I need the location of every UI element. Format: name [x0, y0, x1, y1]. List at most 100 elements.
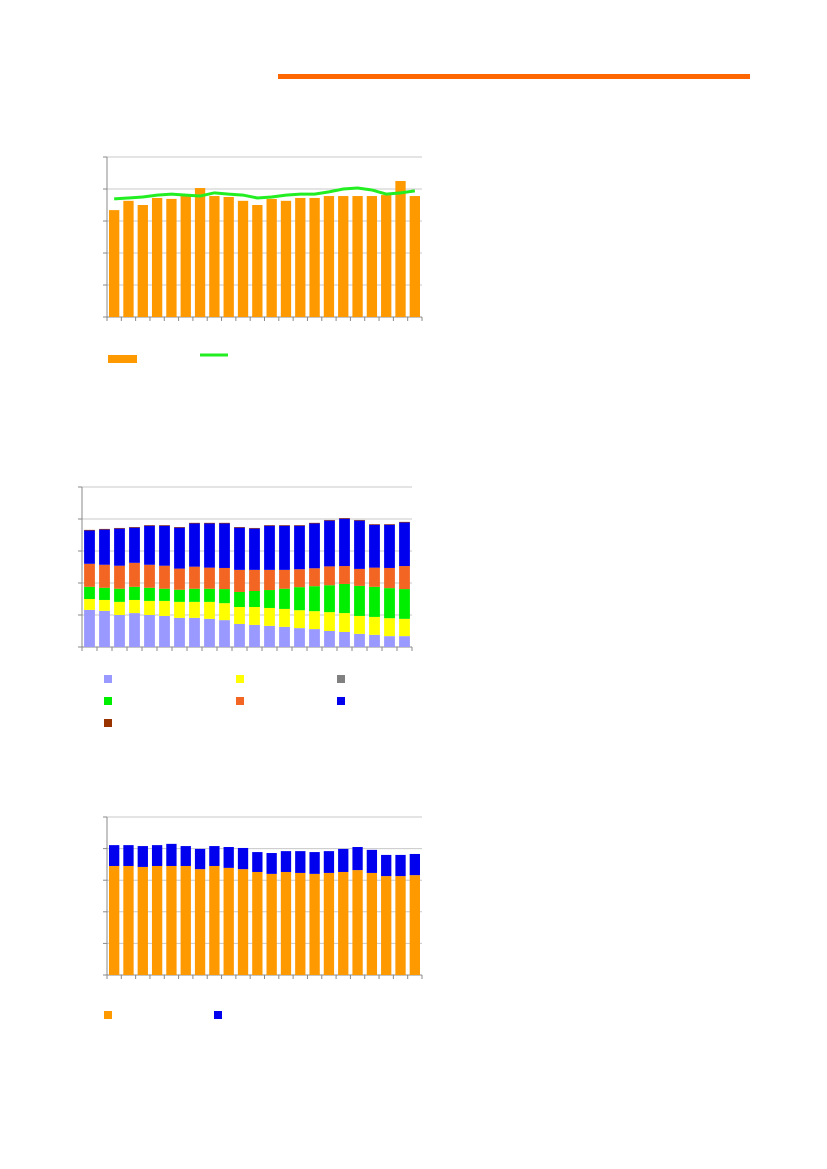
bar-segment	[384, 524, 395, 568]
bar-segment	[339, 518, 350, 567]
bar-segment	[137, 846, 148, 867]
bar-segment	[354, 585, 365, 616]
legend-swatch	[337, 675, 345, 683]
bar	[338, 196, 349, 317]
bar-segment	[219, 620, 230, 647]
bar-segment	[84, 586, 95, 599]
bar-segment	[399, 522, 410, 567]
bar	[151, 197, 163, 317]
bar-segment	[189, 566, 200, 589]
bar-segment	[294, 525, 305, 570]
bar-segment	[369, 586, 380, 617]
bar-segment	[339, 518, 350, 519]
bar-segment	[159, 525, 170, 526]
bar-segment	[352, 870, 363, 975]
bar-segment	[109, 865, 120, 975]
bar-segment	[324, 631, 335, 647]
bar-segment	[129, 527, 140, 528]
bar-segment	[352, 847, 363, 871]
bar-segment	[399, 618, 410, 637]
bar-segment	[204, 601, 215, 619]
bar-segment	[294, 525, 305, 526]
bar-segment	[84, 609, 95, 647]
bar-segment	[189, 588, 200, 602]
bar	[352, 196, 363, 317]
bar-segment	[399, 521, 410, 523]
bar-segment	[339, 631, 350, 647]
bar-segment	[194, 869, 206, 975]
bar-segment	[234, 607, 245, 624]
bar-segment	[209, 846, 220, 866]
bar-segment	[84, 530, 95, 564]
bar-segment	[189, 522, 200, 524]
legend-swatch	[104, 719, 112, 727]
bar-segment	[189, 601, 200, 618]
bar-segment	[123, 865, 134, 975]
bar-segment	[144, 525, 155, 526]
bar-segment	[381, 854, 392, 877]
bar-segment	[264, 625, 275, 647]
bar-segment	[338, 871, 349, 975]
bar-segment	[369, 524, 380, 525]
bar	[309, 197, 320, 317]
bar	[209, 196, 220, 317]
bar-segment	[151, 845, 163, 866]
legend-swatch	[104, 675, 112, 683]
bar-segment	[166, 865, 177, 975]
bar-segment	[174, 527, 185, 569]
bar-segment	[324, 585, 335, 613]
bar-segment	[159, 525, 170, 566]
bar-segment	[339, 566, 350, 584]
bar-segment	[249, 569, 260, 591]
bar-segment	[366, 872, 378, 975]
bar-segment	[223, 867, 234, 975]
bar-segment	[249, 624, 260, 647]
bar-segment	[99, 528, 110, 530]
bar	[109, 210, 120, 317]
bar-segment	[249, 527, 260, 529]
bar-segment	[219, 523, 230, 568]
bar-segment	[180, 865, 191, 975]
legend-swatch	[214, 1011, 222, 1019]
bar-segment	[84, 563, 95, 587]
bar-segment	[237, 869, 249, 975]
bar-segment	[144, 600, 155, 615]
bar-segment	[189, 523, 200, 567]
bar-segment	[324, 612, 335, 631]
bar-segment	[237, 847, 249, 870]
bar-segment	[309, 852, 320, 874]
bar-segment	[264, 590, 275, 608]
bar-segment	[324, 520, 335, 567]
bar-segment	[338, 848, 349, 872]
bar-segment	[369, 616, 380, 635]
bar-segment	[129, 599, 140, 614]
bar-segment	[309, 568, 320, 587]
bar	[323, 196, 335, 317]
bar-segment	[381, 876, 392, 975]
bar-segment	[249, 607, 260, 625]
bar-segment	[354, 520, 365, 569]
bar-segment	[114, 528, 125, 566]
bar-segment	[174, 589, 185, 602]
bar	[237, 200, 249, 317]
bar-segment	[324, 519, 335, 521]
bar-segment	[159, 588, 170, 601]
bar-segment	[384, 588, 395, 619]
bar-segment	[280, 871, 292, 975]
bar-segment	[295, 872, 306, 975]
bar-segment	[234, 569, 245, 592]
bar-segment	[384, 618, 395, 637]
bar-segment	[234, 591, 245, 607]
bar	[381, 195, 392, 317]
bar-segment	[109, 845, 120, 866]
bar-segment	[249, 528, 260, 570]
bar-segment	[252, 852, 263, 872]
bar	[280, 200, 292, 317]
legend-swatch	[337, 697, 345, 705]
bar	[223, 197, 234, 317]
bar-segment	[409, 875, 420, 975]
bar-segment	[354, 615, 365, 634]
bar	[194, 188, 206, 317]
bar-segment	[129, 613, 140, 647]
